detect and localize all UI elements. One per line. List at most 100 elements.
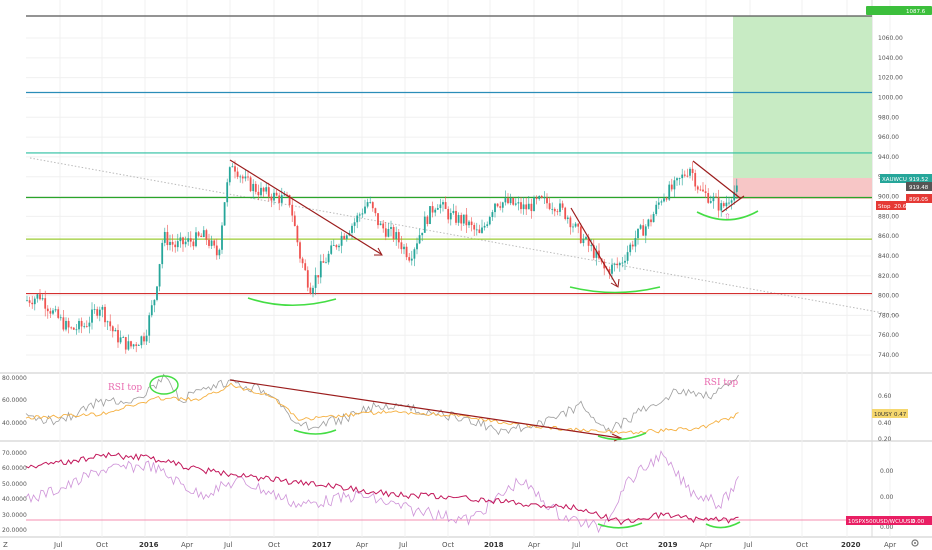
candle-body <box>111 326 114 332</box>
candle-body <box>127 341 130 350</box>
gear-icon[interactable] <box>911 539 919 547</box>
candle-body <box>314 275 317 288</box>
candle-body <box>200 235 203 237</box>
candle-body <box>397 232 400 243</box>
candle-body <box>33 298 36 305</box>
candle-body <box>663 198 665 202</box>
candle-body <box>475 229 478 231</box>
long-target-zone <box>733 16 872 178</box>
candle-body <box>369 202 372 203</box>
arrow-head-1 <box>374 247 383 256</box>
time-tick: 2019 <box>658 541 678 549</box>
candle-body <box>351 225 353 233</box>
candle-body <box>553 208 556 212</box>
candle-body <box>169 241 171 246</box>
ratio-light-line <box>25 450 739 534</box>
candle-body <box>65 320 67 330</box>
stop-label-text: Stop <box>878 204 891 210</box>
candle-body <box>455 210 457 223</box>
candle-body <box>166 231 169 246</box>
candle-body <box>592 245 595 258</box>
candle-body <box>122 337 125 338</box>
candle-body <box>689 168 691 176</box>
candle-body <box>392 227 395 239</box>
candle-body <box>520 202 522 210</box>
candle-body <box>356 215 359 223</box>
candle-body <box>291 204 294 216</box>
rsi-panel: RSI top RSI top 80.0000 60.0000 40.0000 … <box>2 373 908 443</box>
candle-body <box>538 196 541 200</box>
candle-body <box>522 204 525 210</box>
candle-body <box>135 344 138 346</box>
candle-body <box>730 200 733 203</box>
candle-body <box>88 322 91 327</box>
downtrend-arrow-1 <box>229 159 382 255</box>
candle-body <box>423 216 426 233</box>
time-tick: Apr <box>884 541 896 549</box>
candle-body <box>132 344 135 347</box>
candle-body <box>579 226 582 244</box>
candle-body <box>665 198 668 200</box>
candle-body <box>187 238 190 242</box>
candle-body <box>470 221 473 225</box>
candle-body <box>140 336 143 346</box>
long-stop-zone <box>733 178 872 199</box>
candle-body <box>595 250 598 258</box>
downtrend-arrow-2 <box>570 207 618 287</box>
price-tick: 960.00 <box>878 134 899 141</box>
candle-body <box>335 245 338 248</box>
ratio-tick-50: 50.0000 <box>2 481 27 488</box>
rsi-base-curve-1 <box>293 429 337 435</box>
candle-body <box>509 197 512 204</box>
candle-body <box>533 197 535 212</box>
ratio-right-tick-1: 0.00 <box>880 468 894 475</box>
candle-body <box>143 336 145 342</box>
base-curve-1 <box>247 297 337 307</box>
candle-body <box>681 174 684 179</box>
second-price-badge <box>906 182 932 191</box>
breakout-arrow <box>721 195 745 213</box>
candle-body <box>145 335 148 342</box>
time-tick: Oct <box>268 541 280 549</box>
candle-body <box>418 235 421 244</box>
corner-label[interactable]: Z <box>3 541 8 549</box>
candle-body <box>631 244 634 247</box>
candle-body <box>507 198 509 204</box>
candle-body <box>150 305 153 316</box>
candle-body <box>637 228 639 239</box>
candle-body <box>624 260 626 263</box>
candle-body <box>634 238 637 247</box>
candle-body <box>691 168 694 174</box>
long-term-trendline <box>29 157 901 317</box>
candle-body <box>483 225 486 228</box>
candle-body <box>431 206 434 213</box>
candle-body <box>98 309 101 316</box>
candle-body <box>426 216 429 224</box>
last-price-badge <box>880 174 932 183</box>
candle-body <box>639 225 642 229</box>
candle-body <box>301 258 304 264</box>
candle-body <box>488 217 491 225</box>
candle-body <box>525 204 528 210</box>
ratio-panel: 70.0000 60.0000 50.0000 40.0000 30.0000 … <box>2 450 932 534</box>
candle-body <box>182 237 184 245</box>
candle-body <box>273 192 275 201</box>
candle-body <box>202 230 205 237</box>
candle-body <box>535 197 538 200</box>
candle-body <box>629 244 632 253</box>
candle-body <box>494 203 496 213</box>
time-tick: Oct <box>796 541 808 549</box>
main-panel <box>26 0 872 372</box>
candle-body <box>124 337 127 350</box>
candle-body <box>72 327 75 330</box>
candlestick-series <box>26 160 738 354</box>
time-tick: Oct <box>442 541 454 549</box>
candle-body <box>137 345 140 346</box>
candle-body <box>585 237 587 239</box>
candle-body <box>28 300 31 303</box>
candle-body <box>26 300 28 302</box>
time-tick: Apr <box>181 541 193 549</box>
stop-price-text: 899.05 <box>909 197 929 203</box>
candle-body <box>499 206 502 208</box>
candle-body <box>699 189 702 191</box>
